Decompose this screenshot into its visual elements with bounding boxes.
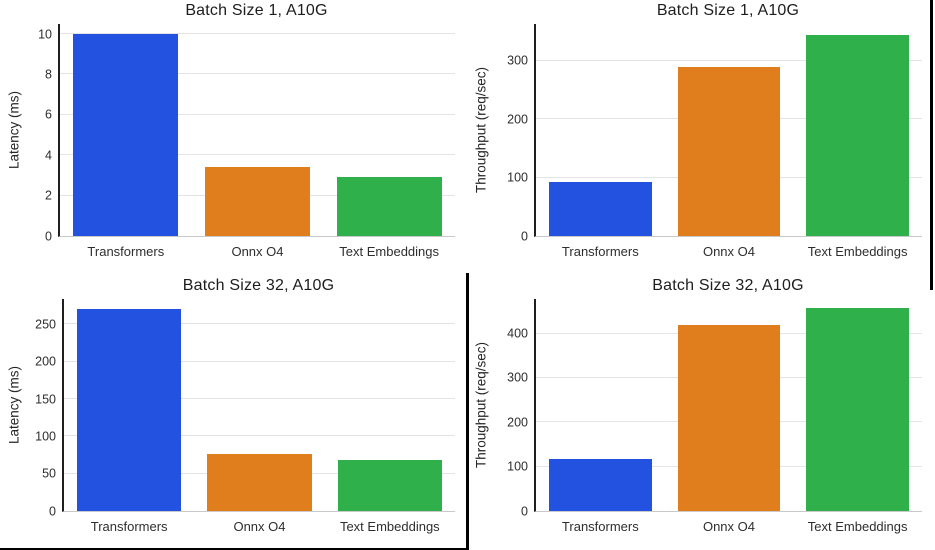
chart-title: Batch Size 32, A10G [182,277,335,294]
bar-text-embeddings [336,177,442,236]
chart-throughput-batch1: Batch Size 1, A10G Throughput (req/sec) … [467,0,934,275]
gridline [60,73,455,75]
gridline [60,113,455,115]
x-tick-label: Transformers [561,519,639,534]
y-tick-label: 100 [35,429,56,444]
right-edge-divider-line [930,0,933,290]
x-tick-label: Text Embeddings [807,244,908,259]
x-tick-label: Transformers [87,244,165,259]
plot-area: 0 50 100 150 200 250 Transformers Onnx O4 Text E… [35,299,455,534]
gridline [64,435,455,437]
y-tick-label: 4 [45,148,52,162]
bar-transformers [548,459,652,511]
gridline [64,398,455,400]
chart-latency-batch1: Batch Size 1, A10G Latency (ms) 0 2 4 6 8 10 T… [0,0,467,275]
chart-throughput-batch32: Batch Size 32, A10G Throughput (req/sec)… [467,275,934,550]
y-tick-label: 250 [35,317,56,332]
bar-onnx-o4 [204,167,311,236]
x-tick-label: Transformers [561,244,639,259]
chart-title: Batch Size 1, A10G [185,2,328,19]
y-tick-label: 200 [507,415,528,430]
gridline [60,33,455,35]
x-tick-label: Text Embeddings [339,244,440,259]
y-tick-label: 300 [507,370,528,385]
y-tick-label: 0 [45,228,52,243]
x-tick-label: Onnx O4 [702,519,755,534]
y-tick-label: 100 [507,170,528,185]
y-tick-label: 0 [521,228,528,243]
plot-area: 0 100 200 300 Transformers Onnx O4 Text Embedd… [507,24,922,259]
y-tick-label: 200 [35,354,56,369]
plot-area: 0 100 200 300 400 Transformers Onnx O4 Text Emb… [507,299,922,534]
y-axis-label: Latency (ms) [6,365,22,445]
y-tick-label: 6 [45,107,52,122]
bar-onnx-o4 [207,454,312,511]
y-tick-label: 300 [507,53,528,68]
bar-text-embeddings [806,34,910,236]
bar-text-embeddings [806,307,910,511]
bottom-edge-divider-line [0,548,467,550]
gridline [536,59,922,61]
bar-onnx-o4 [677,66,781,236]
x-tick-label: Onnx O4 [702,244,755,259]
bar-transformers [73,34,179,236]
x-tick-label: Text Embeddings [807,519,908,534]
y-tick-label: 8 [45,67,52,82]
gridline [60,154,455,156]
vertical-divider-line [466,273,469,550]
bar-transformers [548,181,652,236]
bar-text-embeddings [337,459,442,511]
bar-transformers [77,309,182,511]
x-tick-label: Text Embeddings [339,519,440,534]
y-tick-label: 0 [49,503,56,518]
bar-onnx-o4 [677,324,781,511]
y-tick-label: 50 [42,466,56,481]
y-tick-label: 200 [507,111,528,126]
x-tick-label: Onnx O4 [233,519,286,534]
x-tick-label: Onnx O4 [231,244,284,259]
y-tick-label: 10 [38,26,52,41]
plot-area: 0 2 4 6 8 10 Transformers Onnx O4 Text Embedding… [38,24,455,259]
gridline [64,323,455,325]
y-tick-label: 2 [45,188,52,203]
chart-latency-batch32: Batch Size 32, A10G Latency (ms) 0 50 100 1… [0,275,467,550]
y-tick-label: 100 [507,459,528,474]
y-axis-label: Latency (ms) [6,90,22,170]
chart-title: Batch Size 32, A10G [652,277,804,294]
chart-title: Batch Size 1, A10G [656,2,800,19]
y-tick-label: 150 [35,391,56,406]
gridline [64,360,455,362]
y-axis-label: Throughput (req/sec) [473,66,489,194]
y-axis-label: Throughput (req/sec) [473,341,489,469]
y-tick-label: 0 [521,503,528,518]
y-tick-label: 400 [507,326,528,341]
x-tick-label: Transformers [90,519,168,534]
